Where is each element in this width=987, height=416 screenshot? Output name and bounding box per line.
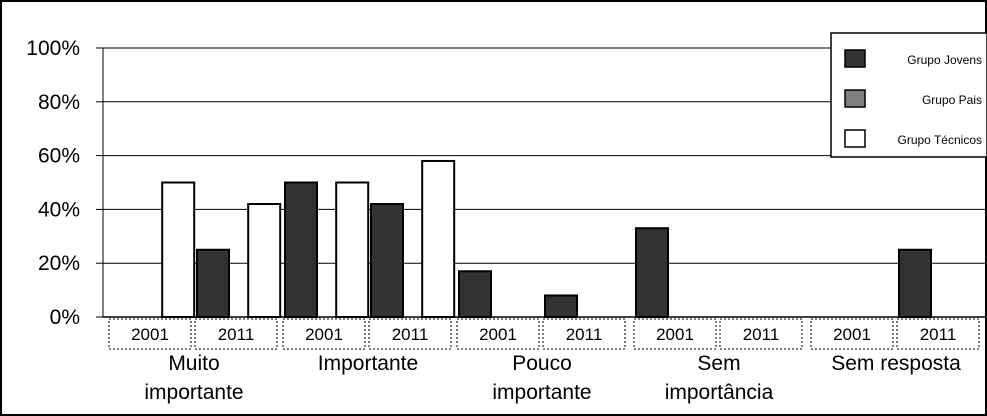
- year-label: 2001: [305, 325, 343, 344]
- category-label: Muito: [168, 352, 219, 375]
- year-box: [810, 318, 894, 350]
- year-label: 2001: [833, 325, 871, 344]
- y-tick-label: 0%: [50, 306, 80, 329]
- y-axis: 0% 20% 40% 60% 80% 100%: [26, 37, 104, 329]
- year-label: 2011: [392, 325, 429, 344]
- bar: [458, 270, 492, 318]
- category-label: importante: [492, 381, 591, 404]
- year-label: 2011: [743, 325, 780, 344]
- bar: [247, 203, 282, 319]
- legend: Grupo Jovens Grupo Pais Grupo Técnicos: [830, 32, 987, 158]
- category-label: importante: [144, 381, 243, 404]
- category-label: Sem: [697, 352, 740, 375]
- category-label: Importante: [318, 352, 418, 375]
- legend-swatch: [844, 129, 866, 148]
- year-box: [719, 318, 803, 350]
- year-box: [368, 318, 452, 350]
- year-label: 2011: [566, 325, 603, 344]
- bars: [161, 159, 932, 319]
- year-label: 2001: [131, 325, 169, 344]
- category-label: Sem resposta: [831, 352, 961, 375]
- year-box: [194, 318, 278, 350]
- year-box: [542, 318, 626, 350]
- bar: [196, 248, 230, 318]
- y-tick-label: 100%: [26, 37, 80, 60]
- year-box: [456, 318, 540, 350]
- bar: [335, 181, 370, 318]
- category-label: importância: [665, 381, 774, 404]
- legend-label: Grupo Pais: [922, 93, 982, 107]
- year-box: [108, 318, 192, 350]
- y-tick-label: 80%: [38, 91, 80, 114]
- bar: [284, 181, 318, 318]
- legend-swatch: [844, 89, 866, 108]
- year-box: [633, 318, 717, 350]
- bar: [161, 181, 196, 318]
- y-tick-label: 20%: [38, 252, 80, 275]
- bar: [421, 159, 456, 318]
- bar: [370, 203, 404, 319]
- year-label: 2001: [479, 325, 517, 344]
- bar: [635, 227, 669, 318]
- y-tick-label: 60%: [38, 145, 80, 168]
- legend-swatch: [844, 49, 866, 68]
- category-label: Pouco: [512, 352, 572, 375]
- legend-label: Grupo Jovens: [907, 53, 982, 67]
- year-label: 2011: [218, 325, 255, 344]
- bar: [544, 294, 578, 319]
- year-label: 2011: [920, 325, 957, 344]
- x-axis: 2001 2011 Muito importante 2001 2011 Important…: [103, 316, 987, 404]
- year-label: 2001: [656, 325, 694, 344]
- year-box: [282, 318, 366, 350]
- bar: [898, 248, 932, 318]
- legend-label: Grupo Técnicos: [898, 133, 983, 147]
- y-tick-label: 40%: [38, 198, 80, 221]
- year-box: [896, 318, 980, 350]
